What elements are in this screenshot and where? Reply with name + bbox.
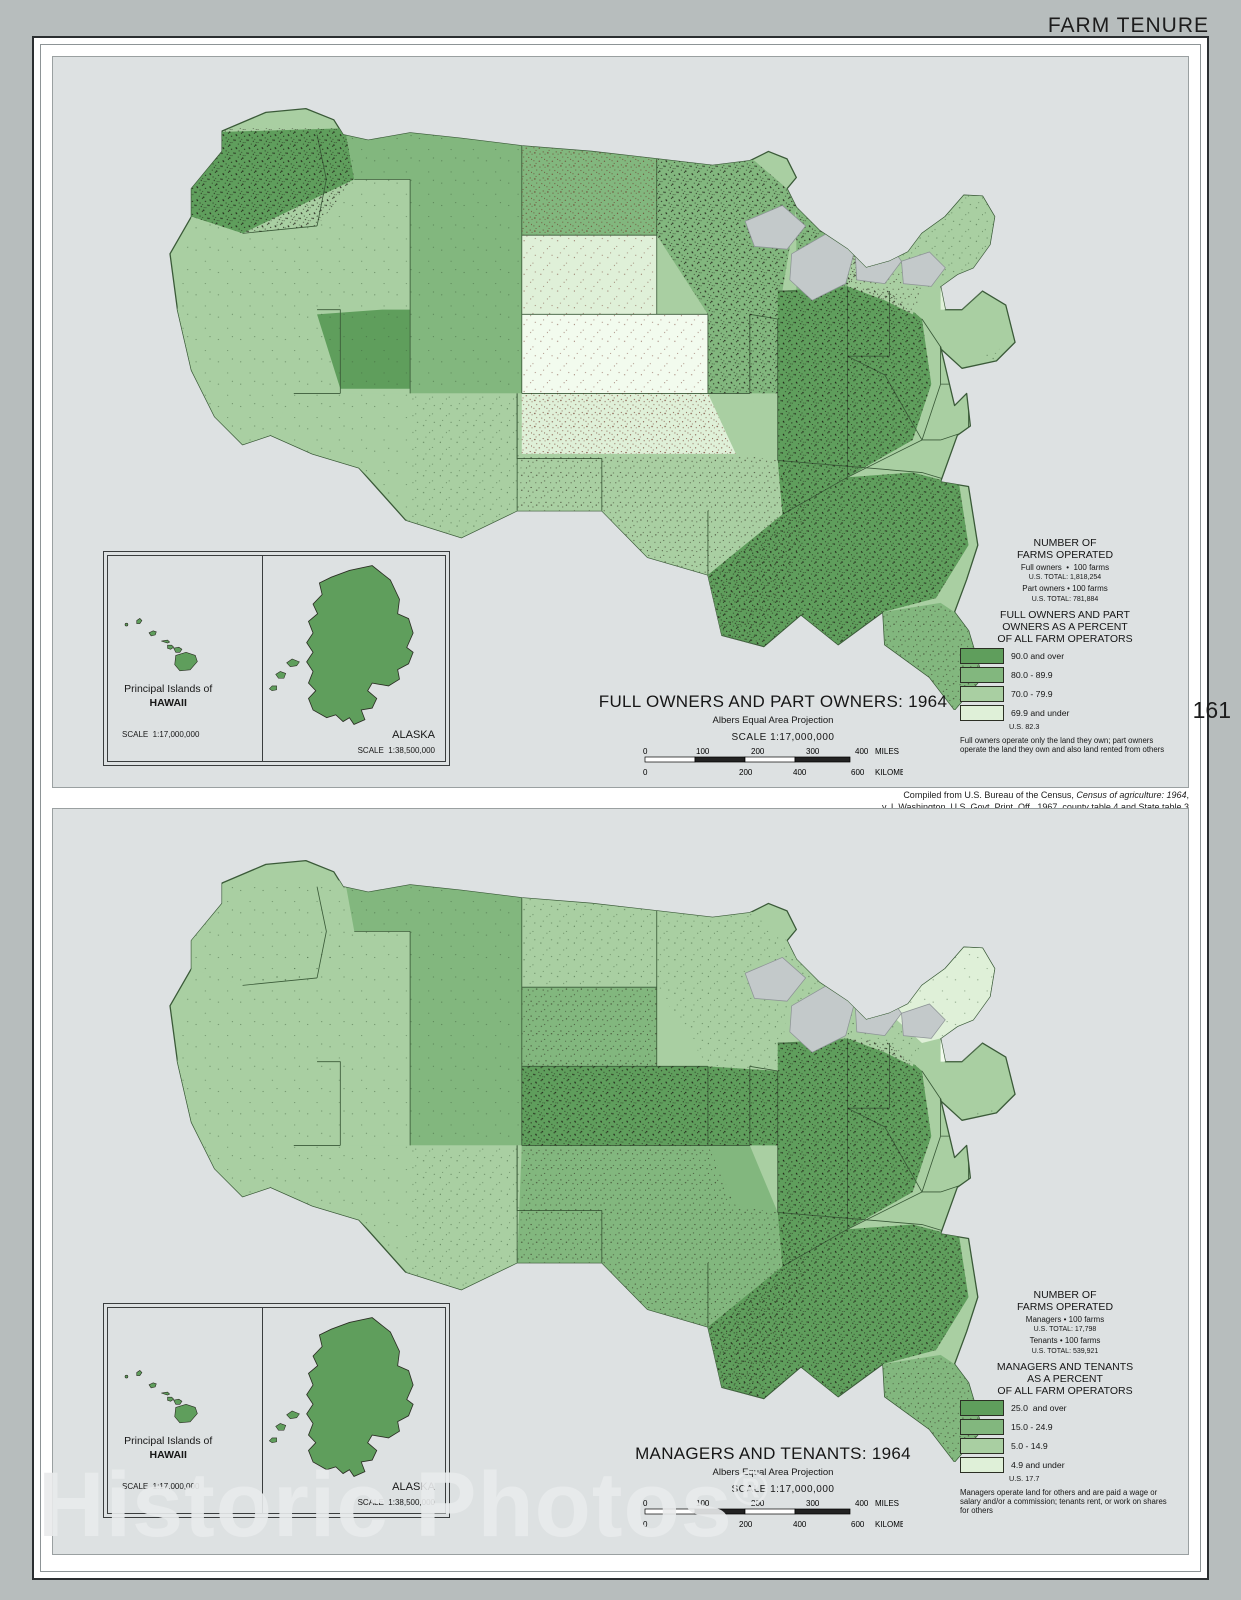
svg-text:0: 0 xyxy=(643,747,648,756)
svg-text:400: 400 xyxy=(855,747,869,756)
svg-text:KILOMETERS: KILOMETERS xyxy=(875,768,903,777)
svg-text:200: 200 xyxy=(739,768,753,777)
svg-text:0: 0 xyxy=(643,768,648,777)
svg-text:100: 100 xyxy=(696,747,710,756)
svg-text:600: 600 xyxy=(851,768,865,777)
svg-text:MILES: MILES xyxy=(875,747,899,756)
svg-text:200: 200 xyxy=(751,747,765,756)
svg-text:400: 400 xyxy=(793,768,807,777)
svg-text:300: 300 xyxy=(806,747,820,756)
